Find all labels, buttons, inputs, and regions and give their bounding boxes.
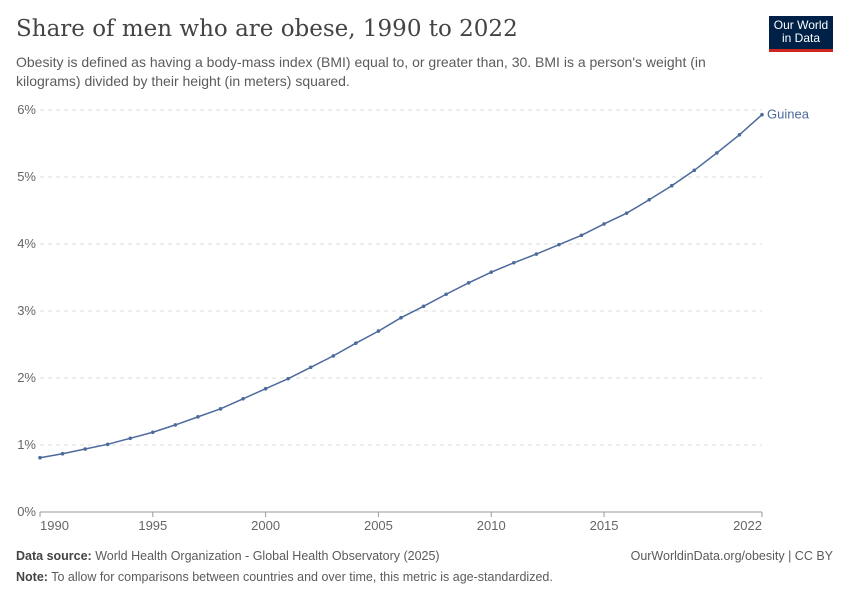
data-point: [196, 415, 200, 419]
data-point: [466, 281, 471, 285]
y-tick-label: 4%: [17, 236, 36, 251]
y-tick-label: 3%: [17, 303, 36, 318]
y-tick-label: 2%: [17, 370, 36, 385]
chart-title: Share of men who are obese, 1990 to 2022: [16, 16, 518, 42]
data-point: [715, 151, 719, 155]
data-point: [83, 447, 87, 451]
source-label: Data source:: [16, 549, 92, 563]
series-label: Guinea: [767, 107, 810, 122]
y-tick-label: 0%: [17, 504, 36, 519]
data-point: [647, 197, 651, 202]
x-tick-label: 2005: [364, 518, 393, 533]
data-point: [489, 270, 494, 274]
data-point: [624, 211, 629, 215]
data-point: [241, 396, 245, 401]
data-point: [151, 430, 155, 435]
data-point: [760, 112, 764, 117]
data-point: [286, 376, 290, 381]
data-point: [399, 315, 403, 320]
x-tick-label: 1995: [138, 518, 167, 533]
note-text: To allow for comparisons between countri…: [51, 570, 553, 584]
data-point: [218, 407, 223, 411]
data-point: [534, 252, 539, 256]
note: Note: To allow for comparisons between c…: [16, 570, 553, 584]
data-point: [421, 304, 426, 309]
x-tick-label: 1990: [40, 518, 69, 533]
data-point: [737, 132, 742, 137]
x-tick-label: 2000: [251, 518, 280, 533]
data-point: [308, 365, 313, 370]
data-point: [376, 329, 381, 333]
data-point: [602, 222, 606, 226]
data-point: [444, 292, 448, 297]
note-label: Note:: [16, 570, 48, 584]
data-point: [128, 436, 133, 441]
data-point: [354, 341, 358, 345]
x-tick-label: 2010: [477, 518, 506, 533]
x-tick-label: 2015: [590, 518, 619, 533]
data-point: [60, 451, 65, 456]
chart-subtitle: Obesity is defined as having a body-mass…: [16, 54, 706, 89]
data-point: [557, 242, 561, 247]
source-link[interactable]: OurWorldinData.org/obesity | CC BY: [630, 549, 833, 563]
data-point: [669, 183, 674, 188]
data-point: [38, 455, 42, 460]
series-line: [39, 114, 763, 459]
data-point: [263, 386, 268, 391]
data-source: Data source: World Health Organization -…: [16, 549, 440, 563]
data-point: [173, 423, 178, 427]
data-point: [512, 260, 516, 265]
owid-logo[interactable]: Our World in Data: [769, 16, 833, 52]
data-point: [579, 233, 584, 238]
source-text[interactable]: World Health Organization - Global Healt…: [95, 549, 440, 563]
data-point: [105, 442, 110, 447]
x-tick-label: 2022: [733, 518, 762, 533]
y-tick-label: 1%: [17, 437, 36, 452]
data-point: [692, 168, 697, 173]
y-tick-label: 6%: [17, 102, 36, 117]
data-point: [331, 354, 336, 358]
y-tick-label: 5%: [17, 169, 36, 184]
